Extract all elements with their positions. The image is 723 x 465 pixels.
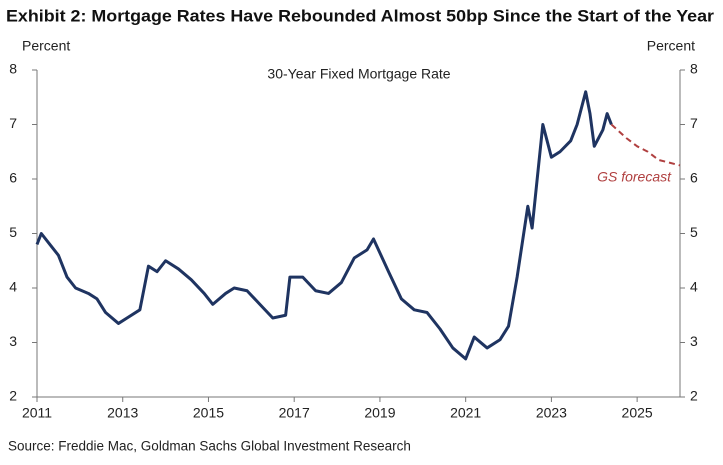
series-line [610,123,681,167]
y-tick-label: 7 [9,115,17,131]
y-tick-label: 5 [9,224,17,240]
y-tick-label: 4 [9,279,17,295]
y2-tick-label: 3 [690,333,698,349]
x-tick-label: 2023 [536,405,567,421]
y-tick-label: 2 [9,388,17,404]
y-axis-label: Percent [22,38,70,54]
x-tick-label: 2021 [450,405,481,421]
x-tick-label: 2011 [22,405,52,421]
y-tick-label: 6 [9,170,17,186]
y2-tick-label: 4 [690,279,698,295]
y2-tick-label: 2 [690,388,698,404]
x-tick-label: 2017 [279,405,310,421]
series-label: GS forecast [597,169,672,185]
series-label: 30-Year Fixed Mortgage Rate [267,66,450,82]
x-tick-label: 2013 [107,405,138,421]
y2-tick-label: 7 [690,115,698,131]
series-line [35,90,613,361]
y2-tick-label: 8 [690,61,698,77]
x-tick-label: 2019 [364,405,395,421]
chart-title: Exhibit 2: Mortgage Rates Have Rebounded… [6,6,714,25]
y-tick-label: 3 [9,333,17,349]
source-note: Source: Freddie Mac, Goldman Sachs Globa… [8,439,411,454]
y2-axis-label: Percent [647,38,695,54]
x-tick-label: 2025 [622,405,653,421]
y2-tick-label: 5 [690,224,698,240]
x-tick-label: 2015 [193,405,224,421]
y2-tick-label: 6 [690,170,698,186]
y-tick-label: 8 [9,61,17,77]
